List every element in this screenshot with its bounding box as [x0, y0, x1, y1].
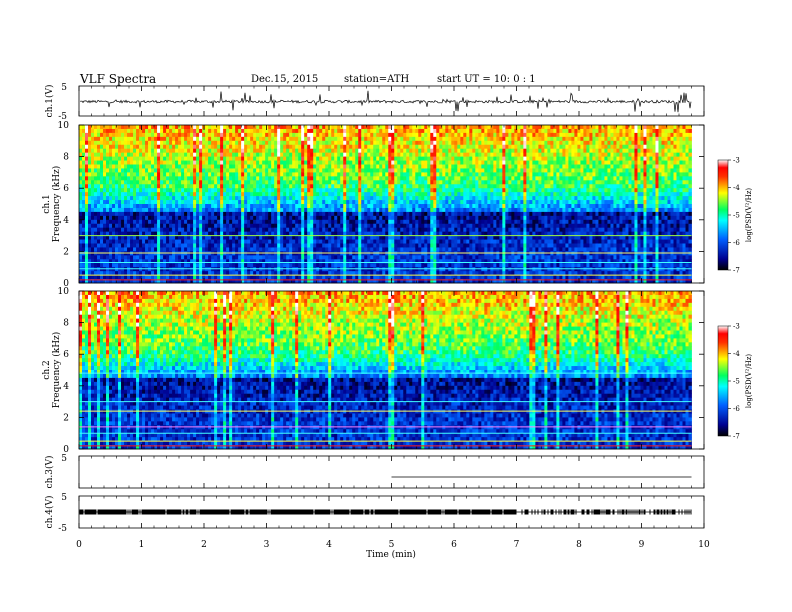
- spectrogram-ytick-label: 0: [63, 279, 69, 289]
- ch4-waveform-panel: 5 -5 ch.4(V): [44, 493, 705, 534]
- ch2-channel-label: ch.2: [42, 360, 52, 379]
- ch1-frequency-label: Frequency (kHz): [51, 166, 62, 243]
- ch1-spectrogram-yticks: 0 2 4 6 8 10: [58, 121, 704, 289]
- time-axis-label: Time (min): [366, 549, 416, 560]
- colorbar-tick-label: -3: [733, 323, 740, 331]
- colorbar-tick-label: -3: [733, 157, 740, 165]
- spectrogram-ytick-label: 8: [63, 153, 69, 163]
- ch4-waveform-trace: [79, 509, 692, 515]
- time-tick-label: 4: [326, 540, 332, 550]
- time-tick-label: 9: [639, 540, 645, 550]
- time-tick-label: 7: [514, 540, 520, 550]
- spectrogram-ytick-label: 2: [63, 413, 69, 423]
- date-label: Dec.15, 2015: [251, 74, 319, 85]
- spectrogram-ytick-label: 6: [63, 184, 69, 194]
- ch1-colorbar-label: log(PSD(V²/Hz): [745, 188, 753, 243]
- spectrogram-ytick-label: 4: [63, 382, 69, 392]
- ch1-spectrogram-image: [79, 125, 704, 284]
- colorbar-tick-label: -7: [733, 267, 740, 275]
- ch1-waveform-trace: [80, 90, 692, 113]
- ch2-colorbar-ticks: -3 -4 -5 -6 -7: [728, 323, 740, 441]
- colorbar-tick-label: -5: [733, 212, 740, 220]
- ch2-colorbar-label: log(PSD(V²/Hz): [745, 354, 753, 409]
- ch1-colorbar-ticks: -3 -4 -5 -6 -7: [728, 157, 740, 275]
- spectrogram-ytick-label: 10: [58, 287, 70, 297]
- colorbar-tick-label: -4: [733, 184, 740, 192]
- spectrogram-ytick-label: 6: [63, 350, 69, 360]
- time-tick-label: 2: [201, 540, 207, 550]
- station-label: station=ATH: [344, 74, 410, 85]
- ch1-waveform-panel: 5 -5 ch.1(V): [44, 83, 705, 122]
- start-time-label: start UT = 10: 0 : 1: [437, 74, 536, 85]
- time-tick-label: 6: [451, 540, 457, 550]
- figure-title: VLF Spectra: [80, 72, 157, 86]
- spectrogram-ytick-label: 4: [63, 216, 69, 226]
- ch3-waveform-frame: [78, 455, 705, 489]
- colorbar-tick-label: -5: [733, 378, 740, 386]
- colorbar-tick-label: -7: [733, 433, 740, 441]
- ch2-colorbar: [717, 325, 729, 437]
- spectrogram-ytick-label: 10: [58, 121, 70, 131]
- spectrogram-ytick-label: 8: [63, 319, 69, 329]
- time-axis-tick-labels: 0 1 2 3 4 5 6 7 8 9 10: [76, 540, 710, 550]
- time-tick-label: 1: [139, 540, 145, 550]
- ch1-ylabel: ch.1(V): [44, 85, 55, 118]
- ch1-colorbar: [717, 159, 729, 271]
- ch1-channel-label: ch.1: [42, 194, 52, 213]
- ch4-ylabel: ch.4(V): [44, 496, 55, 529]
- ch4-ytick-top: 5: [61, 493, 67, 503]
- ch3-ylabel: ch.3(V): [44, 456, 55, 489]
- time-tick-label: 0: [76, 540, 82, 550]
- ch3-ytick-top: 5: [61, 454, 67, 464]
- ch2-spectrogram-yticks: 0 2 4 6 8 10: [58, 287, 704, 455]
- time-tick-label: 3: [264, 540, 270, 550]
- spectrogram-ytick-label: 0: [63, 445, 69, 455]
- time-axis-ticks: [78, 86, 705, 528]
- colorbar-tick-label: -4: [733, 350, 740, 358]
- ch1-ytick-top: 5: [61, 83, 67, 93]
- ch2-spectrogram-image: [79, 291, 704, 450]
- time-tick-label: 8: [576, 540, 582, 550]
- time-tick-label: 5: [389, 540, 395, 550]
- ch2-frequency-label: Frequency (kHz): [51, 332, 62, 409]
- colorbar-tick-label: -6: [733, 405, 740, 413]
- time-tick-label: 10: [698, 540, 710, 550]
- ch4-ytick-bottom: -5: [58, 524, 67, 534]
- colorbar-tick-label: -6: [733, 239, 740, 247]
- ch3-waveform-panel: 5 ch.3(V): [44, 454, 705, 489]
- spectrogram-ytick-label: 2: [63, 247, 69, 257]
- ch1-ytick-bottom: -5: [58, 112, 67, 122]
